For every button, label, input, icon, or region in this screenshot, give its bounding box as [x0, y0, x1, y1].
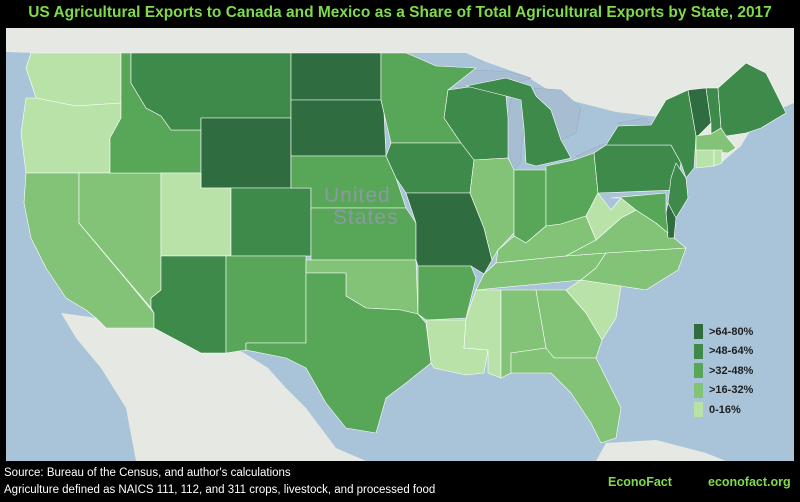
- legend-label: >16-32%: [709, 384, 754, 397]
- map-title: US Agricultural Exports to Canada and Me…: [28, 4, 772, 21]
- legend-label: 0-16%: [709, 403, 741, 416]
- state-co[interactable]: [230, 187, 312, 257]
- legend-swatch: [694, 382, 703, 398]
- state-wa[interactable]: [25, 52, 122, 107]
- state-wy[interactable]: [200, 117, 292, 189]
- legend: >64-80% >48-64% >32-48% >16-32% 0-16%: [694, 322, 753, 420]
- map-panel[interactable]: United States: [6, 28, 794, 461]
- state-ct[interactable]: [695, 149, 715, 169]
- state-vt[interactable]: [687, 87, 712, 137]
- us-states-map[interactable]: United States: [6, 28, 794, 461]
- legend-item: >16-32%: [694, 381, 753, 401]
- state-md[interactable]: [610, 192, 669, 234]
- legend-label: >32-48%: [709, 364, 754, 377]
- legend-item: >48-64%: [694, 342, 753, 362]
- legend-item: >64-80%: [694, 322, 753, 342]
- state-ar[interactable]: [417, 265, 477, 321]
- country-label-line2: States: [333, 206, 399, 229]
- canada-land: [6, 28, 794, 163]
- legend-swatch: [694, 363, 703, 379]
- state-de[interactable]: [665, 202, 677, 239]
- state-nc[interactable]: [580, 247, 687, 291]
- country-label-line1: United: [324, 184, 391, 207]
- legend-item: >32-48%: [694, 361, 753, 381]
- state-sd[interactable]: [290, 99, 387, 157]
- legend-label: >48-64%: [709, 345, 754, 358]
- footer: Source: Bureau of the Census, and author…: [0, 461, 800, 502]
- legend-swatch: [694, 402, 703, 418]
- state-or[interactable]: [20, 97, 122, 174]
- state-nd[interactable]: [290, 52, 382, 101]
- legend-label: >64-80%: [709, 325, 754, 338]
- state-mi[interactable]: [465, 77, 572, 167]
- bahamas-cuba-land: [596, 440, 726, 461]
- state-fl[interactable]: [510, 347, 622, 444]
- state-nm[interactable]: [225, 255, 307, 354]
- legend-item: 0-16%: [694, 400, 753, 420]
- mexico-land: [61, 313, 366, 461]
- site-link[interactable]: econofact.org: [708, 475, 791, 489]
- legend-swatch: [694, 324, 703, 340]
- definition-note: Agriculture defined as NAICS 111, 112, a…: [4, 484, 436, 496]
- source-note: Source: Bureau of the Census, and author…: [4, 467, 291, 479]
- brand-label: EconoFact: [608, 475, 672, 489]
- state-tx[interactable]: [245, 272, 432, 434]
- legend-swatch: [694, 343, 703, 359]
- state-ri[interactable]: [713, 149, 723, 167]
- states-layer: [20, 52, 787, 444]
- state-pa[interactable]: [593, 144, 682, 194]
